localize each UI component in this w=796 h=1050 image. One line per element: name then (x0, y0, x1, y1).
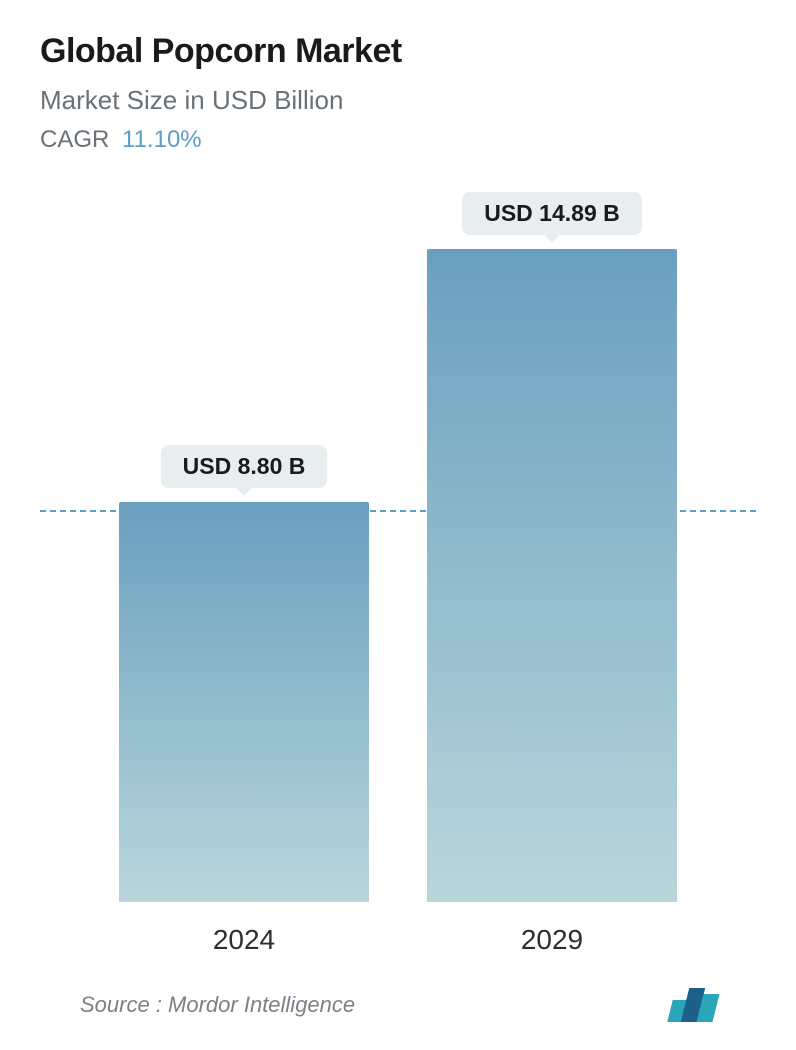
chart-area: USD 8.80 B USD 14.89 B (40, 192, 756, 912)
chart-footer: Source : Mordor Intelligence (40, 956, 756, 1050)
bar-group-0: USD 8.80 B (119, 192, 369, 902)
cagr-value: 11.10% (122, 126, 202, 153)
x-axis-labels: 2024 2029 (40, 912, 756, 956)
cagr-label: CAGR (40, 126, 109, 153)
value-label-1: USD 14.89 B (462, 192, 642, 235)
source-text: Source : Mordor Intelligence (80, 992, 355, 1018)
x-label-0: 2024 (119, 924, 369, 956)
bar-0 (119, 502, 369, 902)
chart-title: Global Popcorn Market (40, 32, 756, 71)
bar-group-1: USD 14.89 B (427, 192, 677, 902)
brand-logo (670, 988, 716, 1022)
bar-1 (427, 249, 677, 902)
value-label-0: USD 8.80 B (161, 445, 328, 488)
chart-subtitle: Market Size in USD Billion (40, 85, 756, 116)
chart-container: Global Popcorn Market Market Size in USD… (0, 0, 796, 1034)
x-label-1: 2029 (427, 924, 677, 956)
cagr-row: CAGR 11.10% (40, 126, 756, 154)
